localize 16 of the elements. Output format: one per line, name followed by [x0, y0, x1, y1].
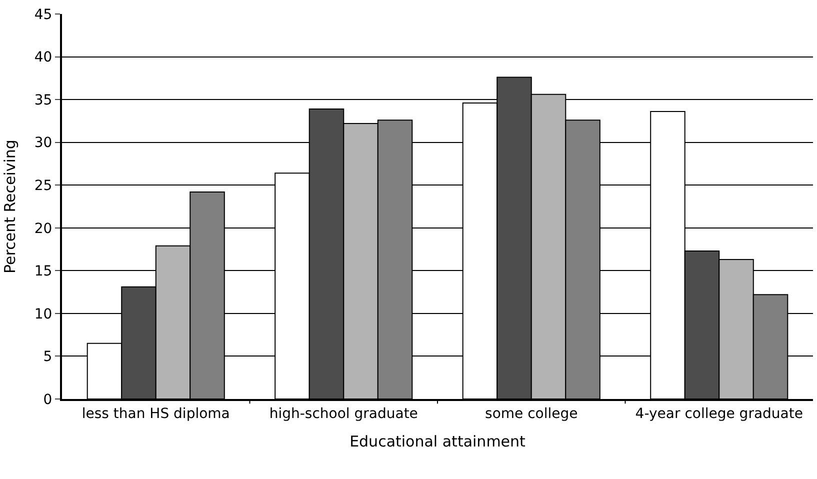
y-tick-label: 0 — [43, 392, 52, 408]
y-tick-label: 5 — [43, 349, 52, 366]
x-tick-label: some college — [485, 406, 578, 422]
y-tick-label: 45 — [34, 6, 52, 23]
x-tick-label: less than HS diploma — [82, 406, 230, 422]
x-tick-label: high-school graduate — [269, 406, 418, 422]
y-axis-title: Percent Receiving — [1, 140, 20, 274]
y-tick-label: 10 — [34, 306, 52, 322]
x-tick-label: 4-year college graduate — [635, 406, 803, 422]
y-tick-label: 20 — [34, 220, 52, 237]
y-tick-label: 40 — [34, 50, 52, 66]
y-tick-label: 30 — [34, 135, 52, 152]
x-axis-title: Educational attainment — [350, 432, 526, 450]
y-tick-label: 35 — [34, 92, 52, 108]
y-tick-label: 15 — [34, 264, 52, 280]
y-tick-label: 25 — [34, 178, 52, 194]
